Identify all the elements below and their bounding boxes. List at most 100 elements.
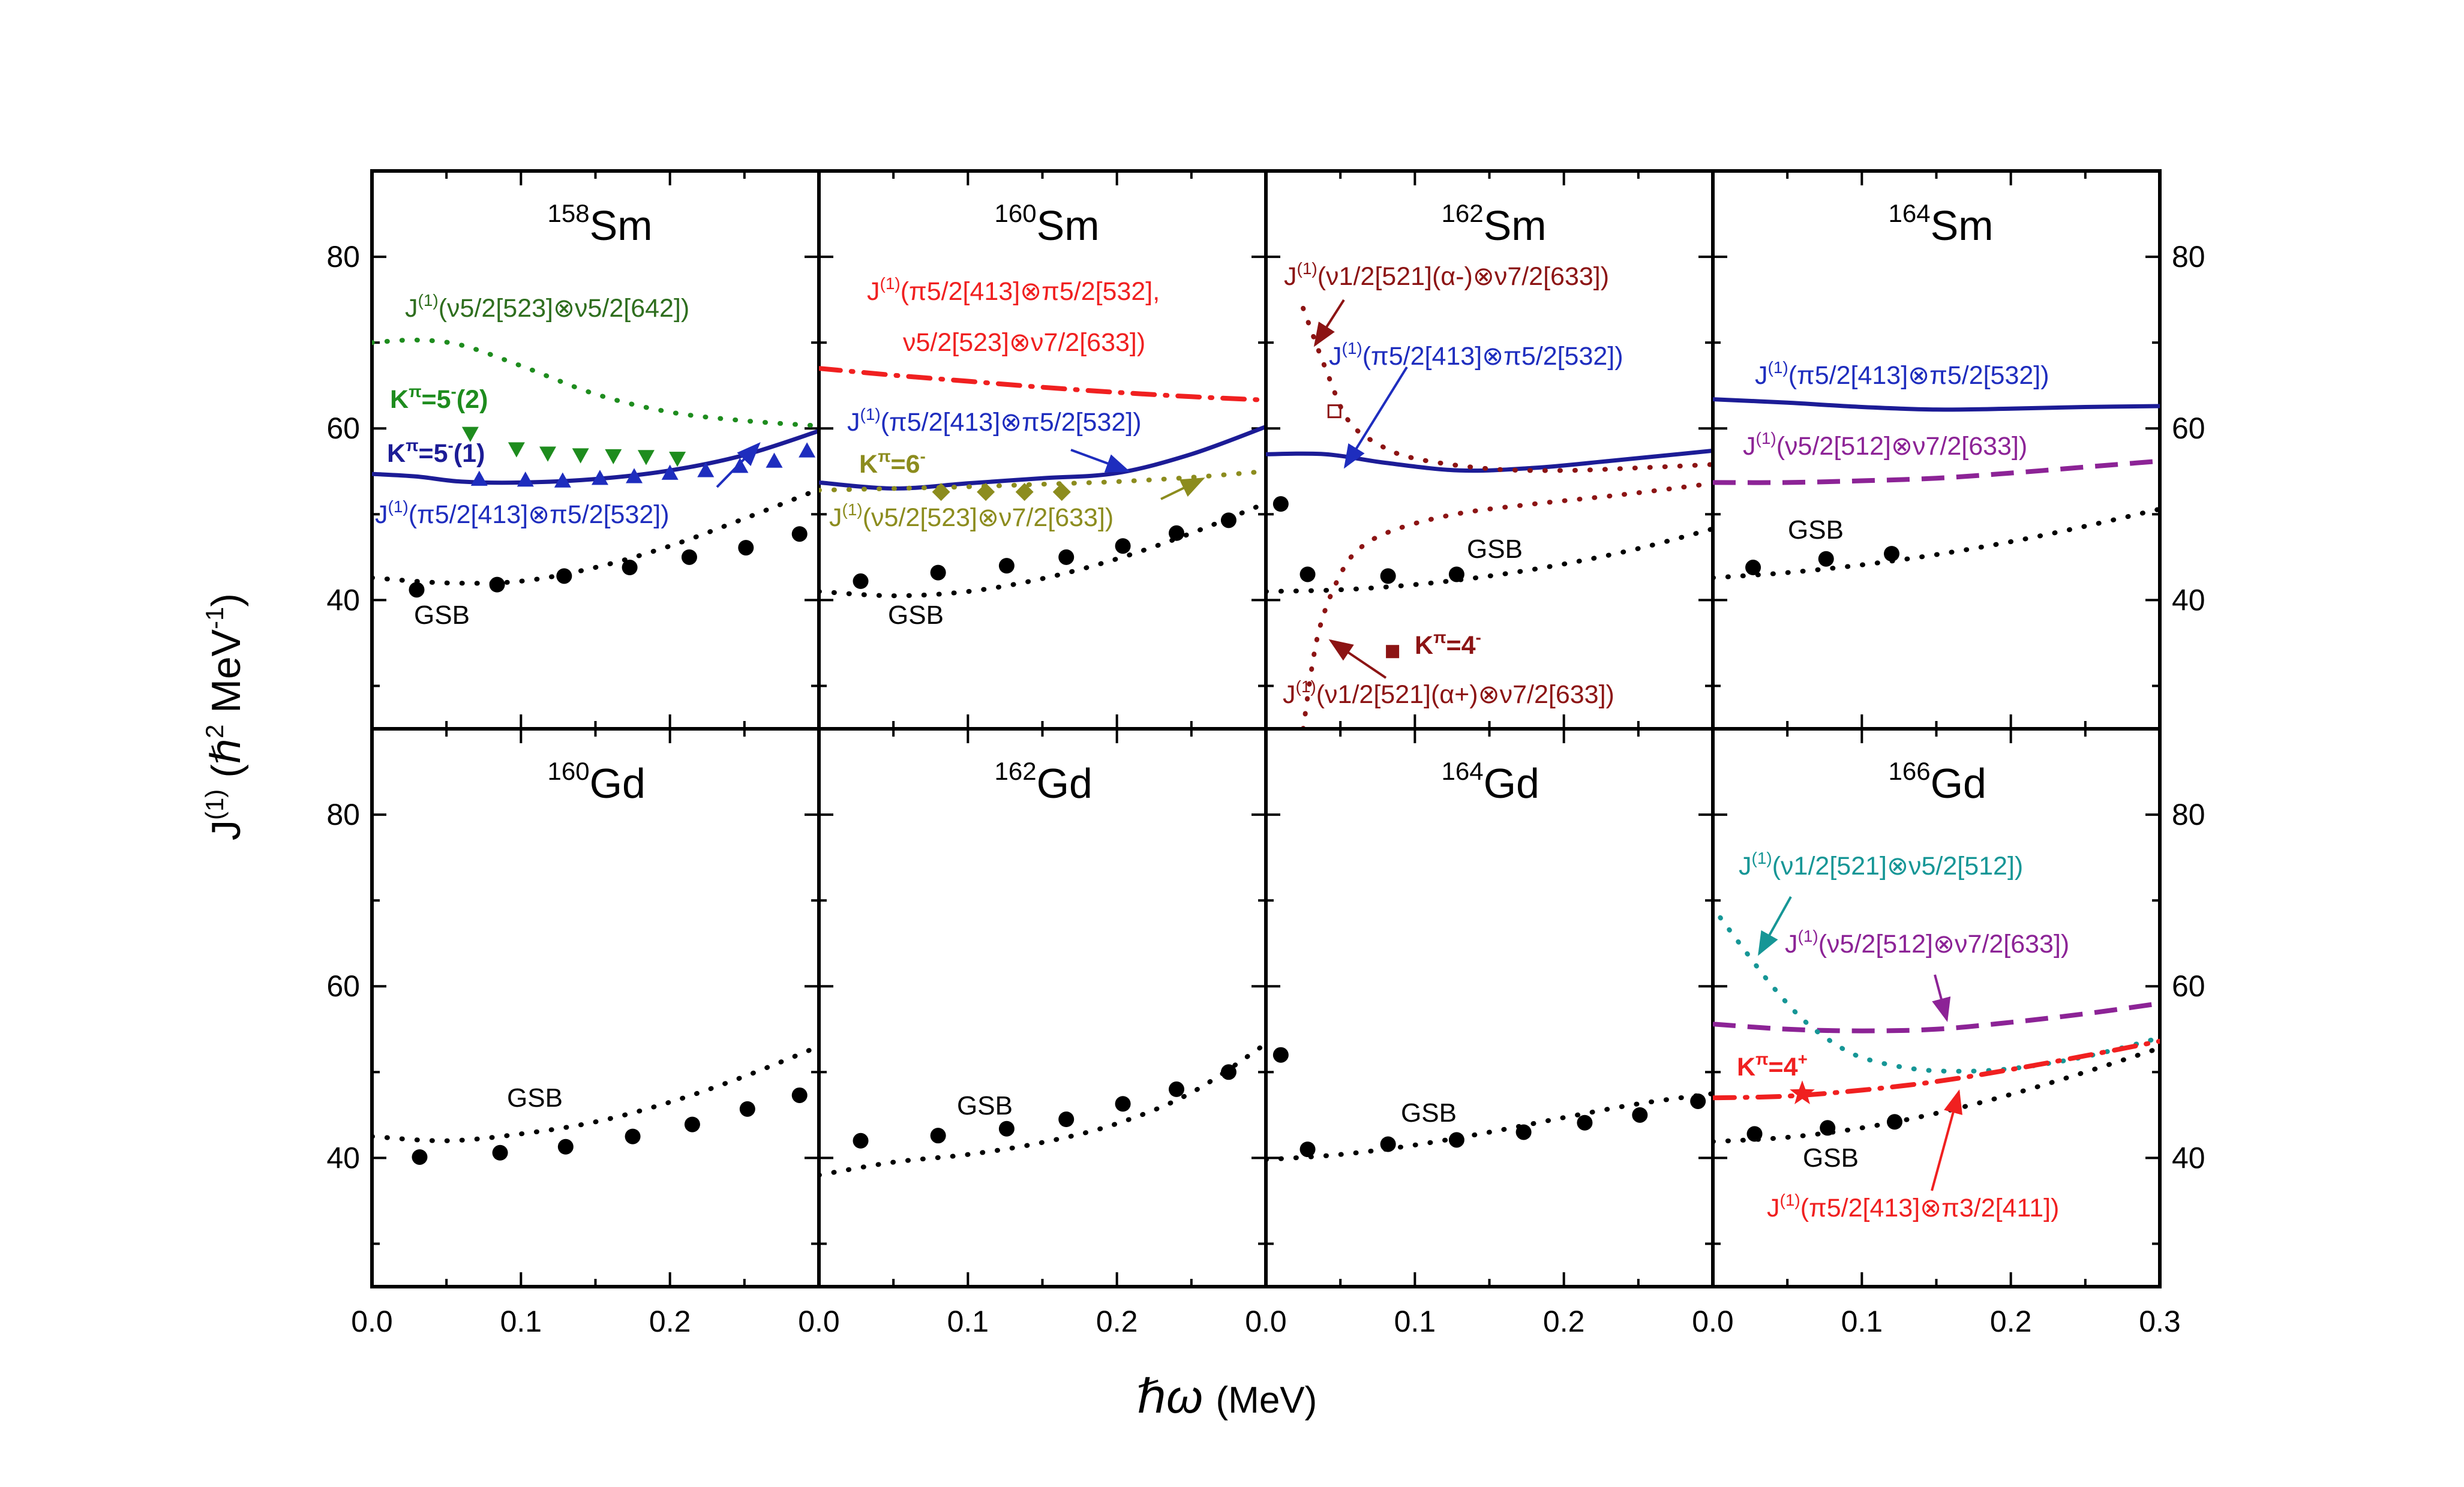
data-point (1115, 538, 1131, 554)
label-t3: J(1)(π5/2[413]⊗π3/2[411]) (1767, 1191, 2059, 1222)
series-line-0 (1713, 1046, 2160, 1144)
panel-166Gd: 166Gd J(1)(ν1/2[521]⊗ν5/2[512]) J(1)(ν5/2[… (1711, 727, 2162, 1288)
x-tick-label: 0.1 (1841, 1305, 1883, 1338)
label-t1: J(1)(ν1/2[521]⊗ν5/2[512]) (1739, 849, 2023, 881)
label-k: Kπ=6- (859, 447, 926, 479)
label-gsb: GSB (507, 1083, 563, 1113)
label-gsb: GSB (957, 1091, 1013, 1120)
series-line-0 (1713, 506, 2160, 581)
data-point (1052, 483, 1071, 501)
panel-frame (1264, 169, 1715, 731)
annotation-arrow (1758, 896, 1792, 956)
data-point (669, 452, 686, 467)
x-tick-label: 0.2 (1990, 1305, 2032, 1338)
data-point (492, 1144, 508, 1161)
x-tick-label: 0.1 (500, 1305, 542, 1338)
data-point (853, 1132, 869, 1149)
x-tick-label: 0.2 (649, 1305, 691, 1338)
panel-markers (1299, 1093, 1706, 1158)
data-point (1299, 566, 1316, 582)
annotation-arrow (1328, 639, 1387, 679)
y-tick-label: 60 (2172, 411, 2205, 445)
series-line-2 (819, 468, 1266, 493)
label-k: Kπ=4+ (1737, 1050, 1808, 1082)
data-point (1448, 566, 1464, 582)
panel-series (1713, 915, 2160, 1144)
y-tick-label: 80 (326, 798, 360, 831)
data-point (739, 1101, 755, 1117)
data-point (998, 1120, 1015, 1137)
data-point (1169, 1081, 1184, 1097)
x-tick-label: 0.0 (1692, 1305, 1734, 1338)
data-point (1515, 1124, 1532, 1140)
data-point (412, 1149, 428, 1165)
x-tick-label: 0.0 (798, 1305, 840, 1338)
x-tick-label: 0.2 (1543, 1305, 1585, 1338)
x-tick-label: 0.3 (2139, 1305, 2181, 1338)
series-line-0 (372, 486, 819, 586)
data-point (930, 564, 946, 581)
panel-series (372, 1044, 819, 1143)
data-point (489, 576, 505, 593)
data-point (1327, 404, 1341, 419)
label-r2: ν5/2[523]⊗ν7/2[633]) (903, 328, 1145, 357)
panel-160Sm: 160Sm J(1)(π5/2[413]⊗π5/2[532], ν5/2[523]⊗… (817, 169, 1289, 731)
data-point (1386, 645, 1400, 659)
panel-markers (1299, 404, 1464, 659)
panel-162Gd: 162Gd GSB (817, 727, 1289, 1288)
data-point (1115, 1096, 1131, 1112)
label-gsb: GSB (888, 600, 944, 630)
data-point (554, 472, 571, 488)
data-point (766, 452, 783, 468)
series-line-2 (1713, 458, 2160, 485)
data-point (625, 1128, 641, 1144)
panel-ticks (1265, 728, 1714, 1287)
data-point (1448, 1132, 1464, 1148)
label-gsb: GSB (1467, 534, 1523, 564)
panel-162Sm: 162Sm J(1)(ν1/2[521](α-)⊗ν7/2[633]) J(1)(π… (1264, 169, 1715, 731)
label-j1: J(1)(π5/2[413]⊗π5/2[532]) (847, 405, 1142, 437)
x-tick-label: 0.1 (1394, 1305, 1436, 1338)
data-point (661, 464, 679, 480)
panel-markers (853, 1047, 1289, 1149)
series-line-1 (1713, 1001, 2160, 1034)
data-point (1058, 549, 1075, 565)
label-t3: J(1)(ν1/2[521](α+)⊗ν7/2[633]) (1283, 677, 1614, 709)
data-point (517, 471, 534, 487)
label-j2: J(1)(π5/2[413]⊗π5/2[532]) (375, 497, 670, 529)
data-point (508, 442, 525, 458)
panel-frame (370, 727, 821, 1288)
data-point (977, 483, 995, 501)
data-point (1380, 1136, 1396, 1152)
data-point (470, 470, 488, 486)
data-point (1169, 525, 1184, 541)
label-t1: J(1)(π5/2[413]⊗π5/2[532]) (1755, 358, 2049, 390)
label-t2: J(1)(π5/2[413]⊗π5/2[532]) (1329, 339, 1623, 371)
data-point (556, 568, 572, 584)
panel-ticks (1712, 728, 2161, 1287)
panel-frame (1264, 727, 1715, 1288)
panel-title: 164Gd (1442, 757, 1539, 807)
label-gsb: GSB (1803, 1143, 1859, 1173)
annotation-arrow (1160, 477, 1205, 500)
y-axis-title: J(1) (ℏ2 MeV-1) (200, 593, 249, 840)
y-tick-label: 60 (326, 411, 360, 445)
series-line-0 (372, 1044, 819, 1143)
annotation-arrow (1343, 366, 1408, 469)
y-tick-label: 80 (2172, 798, 2205, 831)
series-line-3 (819, 366, 1266, 402)
panel-series (819, 366, 1266, 599)
label-t1: J(1)(ν1/2[521](α-)⊗ν7/2[633]) (1284, 259, 1609, 291)
panel-series (1266, 305, 1713, 729)
panel-164Sm: 164Sm J(1)(π5/2[413]⊗π5/2[532]) J(1)(ν5/2[… (1711, 169, 2162, 731)
label-j2: J(1)(ν5/2[523]⊗ν7/2[633]) (829, 500, 1114, 532)
data-point (1746, 1126, 1763, 1142)
y-tick-label: 40 (2172, 1141, 2205, 1174)
data-point (591, 470, 608, 485)
label-k: Kπ=4- (1415, 628, 1481, 660)
label-k1: Kπ=5-(1) (387, 436, 485, 468)
data-point (1220, 1064, 1236, 1080)
data-point (626, 468, 643, 483)
y-tick-label: 40 (326, 1141, 360, 1174)
series-line-0 (1266, 526, 1713, 594)
